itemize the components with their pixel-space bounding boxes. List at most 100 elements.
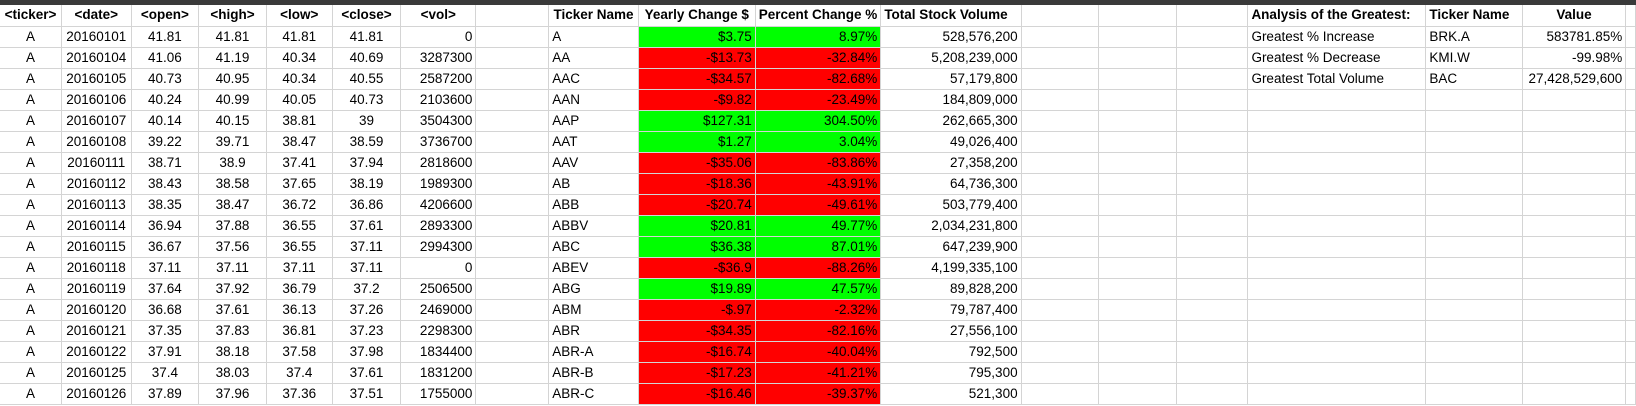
- empty-cell[interactable]: [1247, 278, 1427, 300]
- yearly-change-cell[interactable]: -$17.23: [638, 362, 756, 384]
- high-cell[interactable]: 40.15: [198, 110, 267, 132]
- vol-cell[interactable]: 2506500: [400, 278, 477, 300]
- empty-cell[interactable]: [1176, 383, 1249, 405]
- empty-cell[interactable]: [1425, 236, 1523, 258]
- empty-cell[interactable]: [1425, 89, 1523, 111]
- total-volume-cell[interactable]: 64,736,300: [880, 173, 1022, 195]
- close-cell[interactable]: 37.11: [332, 257, 402, 279]
- yearly-change-cell[interactable]: -$13.73: [638, 47, 756, 69]
- empty-cell[interactable]: [1425, 341, 1523, 363]
- analysis-label-cell[interactable]: Greatest Total Volume: [1247, 68, 1427, 90]
- empty-cell[interactable]: [1021, 236, 1100, 258]
- empty-cell[interactable]: [1176, 215, 1249, 237]
- date-cell[interactable]: 20160121: [61, 320, 132, 342]
- empty-cell[interactable]: [1021, 5, 1100, 27]
- close-cell[interactable]: 40.73: [332, 89, 402, 111]
- percent-change-cell[interactable]: 8.97%: [755, 26, 882, 48]
- high-cell[interactable]: 40.95: [198, 68, 267, 90]
- date-cell[interactable]: 20160119: [61, 278, 132, 300]
- close-cell[interactable]: 37.94: [332, 152, 402, 174]
- ticker-cell[interactable]: A: [0, 152, 62, 174]
- high-cell[interactable]: 41.19: [198, 47, 267, 69]
- low-cell[interactable]: 38.47: [266, 131, 333, 153]
- empty-cell[interactable]: [1625, 341, 1636, 363]
- empty-cell[interactable]: [1625, 131, 1636, 153]
- total-volume-cell[interactable]: 2,034,231,800: [880, 215, 1022, 237]
- open-cell[interactable]: 40.24: [131, 89, 200, 111]
- empty-cell[interactable]: [475, 47, 550, 69]
- date-cell[interactable]: 20160125: [61, 362, 132, 384]
- empty-cell[interactable]: [1176, 47, 1249, 69]
- yearly-change-cell[interactable]: -$34.35: [638, 320, 756, 342]
- empty-cell[interactable]: [1247, 173, 1427, 195]
- percent-change-cell[interactable]: -2.32%: [755, 299, 882, 321]
- empty-cell[interactable]: [1425, 257, 1523, 279]
- empty-cell[interactable]: [1522, 299, 1627, 321]
- close-cell[interactable]: 37.2: [332, 278, 402, 300]
- open-cell[interactable]: 37.64: [131, 278, 200, 300]
- close-cell[interactable]: 36.86: [332, 194, 402, 216]
- empty-cell[interactable]: [1176, 68, 1249, 90]
- empty-cell[interactable]: [475, 68, 550, 90]
- empty-cell[interactable]: [1176, 89, 1249, 111]
- empty-cell[interactable]: [1522, 215, 1627, 237]
- empty-cell[interactable]: [1098, 173, 1178, 195]
- ticker-name-cell[interactable]: AA: [548, 47, 639, 69]
- ticker-name-cell[interactable]: ABR-C: [548, 383, 639, 405]
- date-cell[interactable]: 20160108: [61, 131, 132, 153]
- ticker-name-cell[interactable]: A: [548, 26, 639, 48]
- ticker-cell[interactable]: A: [0, 362, 62, 384]
- yearly-change-cell[interactable]: -$18.36: [638, 173, 756, 195]
- empty-cell[interactable]: [1522, 362, 1627, 384]
- total-volume-cell[interactable]: 528,576,200: [880, 26, 1022, 48]
- percent-change-cell[interactable]: 304.50%: [755, 110, 882, 132]
- ticker-name-cell[interactable]: AAV: [548, 152, 639, 174]
- vol-cell[interactable]: 4206600: [400, 194, 477, 216]
- empty-cell[interactable]: [1522, 341, 1627, 363]
- total-volume-cell[interactable]: 647,239,900: [880, 236, 1022, 258]
- empty-cell[interactable]: [1098, 257, 1178, 279]
- empty-cell[interactable]: [475, 320, 550, 342]
- close-cell[interactable]: 39: [332, 110, 402, 132]
- empty-cell[interactable]: [1625, 215, 1636, 237]
- empty-cell[interactable]: [1247, 215, 1427, 237]
- vol-cell[interactable]: 2587200: [400, 68, 477, 90]
- empty-cell[interactable]: [1021, 215, 1100, 237]
- ticker-cell[interactable]: A: [0, 320, 62, 342]
- empty-cell[interactable]: [1425, 299, 1523, 321]
- date-cell[interactable]: 20160111: [61, 152, 132, 174]
- vol-cell[interactable]: 1989300: [400, 173, 477, 195]
- empty-cell[interactable]: [1625, 236, 1636, 258]
- high-cell[interactable]: 41.81: [198, 26, 267, 48]
- empty-cell[interactable]: [1021, 26, 1100, 48]
- close-cell[interactable]: 41.81: [332, 26, 402, 48]
- analysis-ticker-cell[interactable]: BAC: [1425, 68, 1523, 90]
- date-cell[interactable]: 20160101: [61, 26, 132, 48]
- header-cell-ticker-name[interactable]: Ticker Name: [548, 5, 639, 27]
- close-cell[interactable]: 37.26: [332, 299, 402, 321]
- low-cell[interactable]: 36.55: [266, 215, 333, 237]
- yearly-change-cell[interactable]: $127.31: [638, 110, 756, 132]
- empty-cell[interactable]: [1425, 215, 1523, 237]
- empty-cell[interactable]: [1098, 131, 1178, 153]
- empty-cell[interactable]: [1247, 257, 1427, 279]
- high-cell[interactable]: 37.61: [198, 299, 267, 321]
- empty-cell[interactable]: [1021, 299, 1100, 321]
- ticker-cell[interactable]: A: [0, 26, 62, 48]
- empty-cell[interactable]: [475, 278, 550, 300]
- empty-cell[interactable]: [1176, 299, 1249, 321]
- date-cell[interactable]: 20160105: [61, 68, 132, 90]
- total-volume-cell[interactable]: 521,300: [880, 383, 1022, 405]
- empty-cell[interactable]: [475, 5, 550, 27]
- low-cell[interactable]: 40.34: [266, 68, 333, 90]
- empty-cell[interactable]: [475, 341, 550, 363]
- empty-cell[interactable]: [1522, 131, 1627, 153]
- empty-cell[interactable]: [1098, 5, 1178, 27]
- empty-cell[interactable]: [1098, 194, 1178, 216]
- date-cell[interactable]: 20160106: [61, 89, 132, 111]
- empty-cell[interactable]: [1625, 299, 1636, 321]
- empty-cell[interactable]: [1625, 26, 1636, 48]
- ticker-name-cell[interactable]: ABBV: [548, 215, 639, 237]
- empty-cell[interactable]: [1176, 26, 1249, 48]
- ticker-name-cell[interactable]: ABC: [548, 236, 639, 258]
